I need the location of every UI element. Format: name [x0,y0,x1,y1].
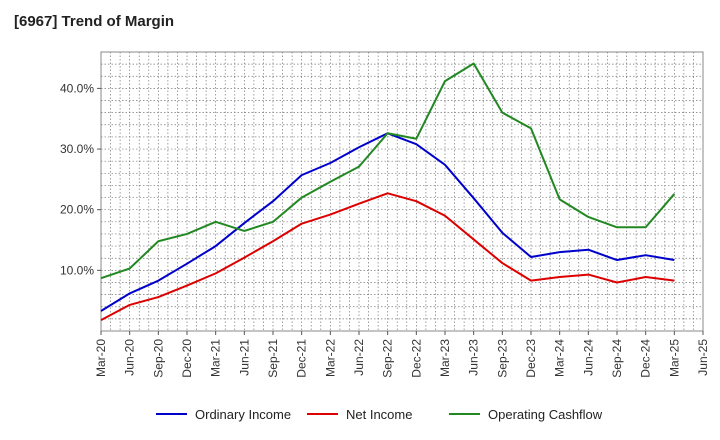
x-tick-label: Mar-22 [323,339,337,377]
x-tick-label: Jun-24 [581,339,595,376]
grid-layer [100,51,704,332]
x-tick-label: Jun-22 [352,339,366,376]
x-tick-label: Dec-23 [524,339,538,378]
x-tick-label: Jun-23 [467,339,481,376]
x-tick-label: Mar-20 [94,339,108,377]
axis-layer: 10.0% 20.0% 30.0% 40.0% Mar-20 Jun-20 Sep-20 De… [60,81,710,377]
x-tick-label: Jun-21 [237,339,251,376]
x-tick-label: Dec-20 [180,339,194,378]
x-tick-label: Mar-21 [209,339,223,377]
y-tick-label: 40.0% [60,81,94,95]
x-tick-label: Jun-25 [696,339,710,376]
x-tick-label: Sep-20 [151,339,165,378]
x-tick-label: Dec-21 [295,339,309,378]
x-tick-label: Mar-23 [438,339,452,377]
x-tick-label: Dec-22 [409,339,423,378]
y-tick-label: 10.0% [60,263,94,277]
x-tick-label: Jun-20 [123,339,137,376]
series-line-operating-cashflow [100,62,676,280]
legend-label-ordinary-income: Ordinary Income [195,407,291,422]
legend-label-net-income: Net Income [346,407,412,422]
x-tick-label: Sep-23 [495,339,509,378]
legend: Ordinary Income Net Income Operating Cashf… [156,407,603,422]
y-tick-label: 20.0% [60,203,94,217]
x-tick-label: Mar-24 [553,339,567,377]
chart-title: [6967] Trend of Margin [14,13,175,30]
legend-label-operating-cashflow: Operating Cashflow [488,407,603,422]
x-tick-label: Sep-21 [266,339,280,378]
x-tick-label: Dec-24 [639,339,653,378]
series-layer [100,62,676,321]
series-line-net-income [100,192,675,321]
x-tick-label: Sep-22 [381,339,395,378]
x-tick-label: Mar-25 [667,339,681,377]
y-tick-label: 30.0% [60,142,94,156]
x-tick-label: Sep-24 [610,339,624,378]
plot-frame [100,51,704,332]
